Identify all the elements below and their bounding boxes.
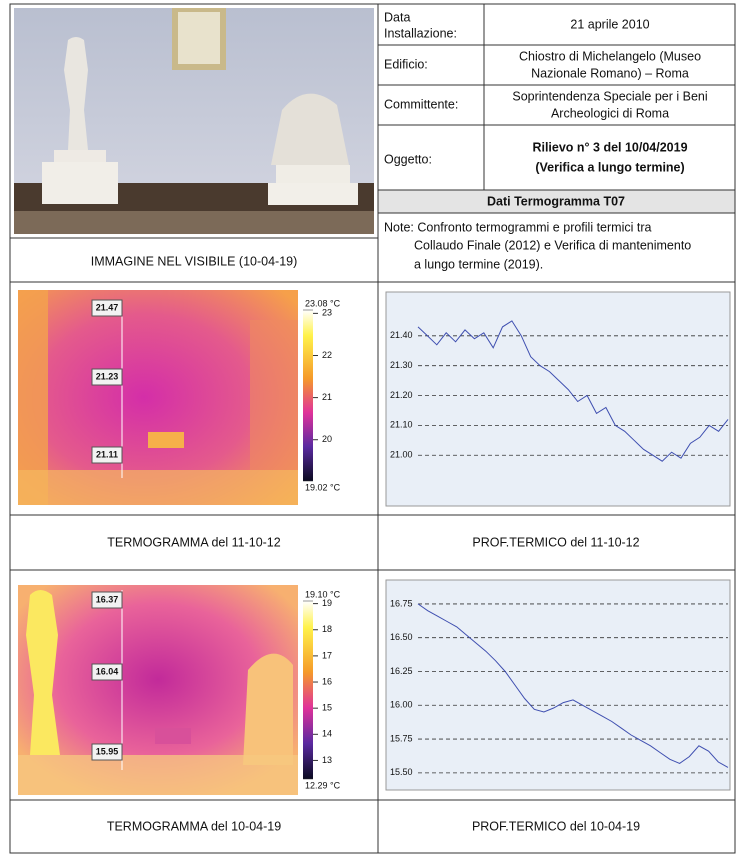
photo bbox=[14, 8, 374, 234]
y-tick-label: 21.10 bbox=[390, 420, 413, 430]
point-label: 21.23 bbox=[96, 371, 119, 381]
info-value: Chiostro di Michelangelo (Museo bbox=[519, 49, 701, 63]
point-label: 15.95 bbox=[96, 746, 119, 756]
info-value: Nazionale Romano) – Roma bbox=[531, 66, 689, 80]
colorbar-tick-label: 22 bbox=[322, 350, 332, 360]
point-label: 21.11 bbox=[96, 449, 118, 459]
chart-caption: PROF.TERMICO del 11-10-12 bbox=[472, 535, 639, 549]
colorbar-tick-label: 14 bbox=[322, 729, 332, 739]
info-label: Committente: bbox=[384, 97, 458, 111]
thermogram-caption: TERMOGRAMMA del 11-10-12 bbox=[107, 535, 280, 549]
y-tick-label: 16.75 bbox=[390, 598, 413, 608]
thermogram-image bbox=[18, 585, 298, 795]
colorbar-tick-label: 20 bbox=[322, 434, 332, 444]
colorbar-tick-label: 21 bbox=[322, 392, 332, 402]
y-tick-label: 21.30 bbox=[390, 360, 413, 370]
info-label: Edificio: bbox=[384, 57, 428, 71]
y-tick-label: 21.20 bbox=[390, 390, 413, 400]
info-value: 21 aprile 2010 bbox=[570, 17, 649, 31]
info-value: Archeologici di Roma bbox=[551, 106, 669, 120]
colorbar-end-label: 19.02 °C bbox=[305, 482, 341, 492]
chart-area bbox=[386, 292, 730, 506]
point-label: 16.37 bbox=[96, 594, 119, 604]
note: Collaudo Finale (2012) e Verifica di man… bbox=[414, 238, 691, 252]
chart-area bbox=[386, 580, 730, 790]
document: IMMAGINE NEL VISIBILE (10-04-19) Data In… bbox=[0, 0, 743, 856]
y-tick-label: 16.50 bbox=[390, 632, 413, 642]
y-tick-label: 21.00 bbox=[390, 450, 413, 460]
colorbar-tick-label: 17 bbox=[322, 650, 332, 660]
y-tick-label: 15.75 bbox=[390, 733, 413, 743]
colorbar-tick-label: 13 bbox=[322, 755, 332, 765]
colorbar-end-label: 12.29 °C bbox=[305, 780, 341, 790]
section-header: Dati Termogramma T07 bbox=[487, 194, 625, 208]
colorbar bbox=[303, 601, 313, 779]
info-value: (Verifica a lungo termine) bbox=[535, 160, 684, 174]
colorbar-tick-label: 15 bbox=[322, 703, 332, 713]
photo-caption: IMMAGINE NEL VISIBILE (10-04-19) bbox=[91, 254, 298, 268]
point-label: 21.47 bbox=[96, 302, 119, 312]
colorbar bbox=[303, 310, 313, 481]
thermogram-caption: TERMOGRAMMA del 10-04-19 bbox=[107, 819, 281, 833]
info-label: Data bbox=[384, 10, 410, 24]
note: Note: Confronto termogrammi e profili te… bbox=[384, 220, 651, 234]
colorbar-tick-label: 18 bbox=[322, 624, 332, 634]
info-label: Installazione: bbox=[384, 26, 457, 40]
chart-caption: PROF.TERMICO del 10-04-19 bbox=[472, 819, 640, 833]
info-value: Soprintendenza Speciale per i Beni bbox=[512, 89, 707, 103]
y-tick-label: 16.00 bbox=[390, 700, 413, 710]
colorbar-tick-label: 23 bbox=[322, 308, 332, 318]
y-tick-label: 15.50 bbox=[390, 767, 413, 777]
point-label: 16.04 bbox=[96, 666, 119, 676]
info-label: Oggetto: bbox=[384, 152, 432, 166]
y-tick-label: 16.25 bbox=[390, 666, 413, 676]
thermogram-image bbox=[18, 290, 298, 505]
note: a lungo termine (2019). bbox=[414, 257, 543, 271]
y-tick-label: 21.40 bbox=[390, 330, 413, 340]
colorbar-tick-label: 16 bbox=[322, 676, 332, 686]
info-value: Rilievo n° 3 del 10/04/2019 bbox=[532, 140, 687, 154]
colorbar-tick-label: 19 bbox=[322, 598, 332, 608]
